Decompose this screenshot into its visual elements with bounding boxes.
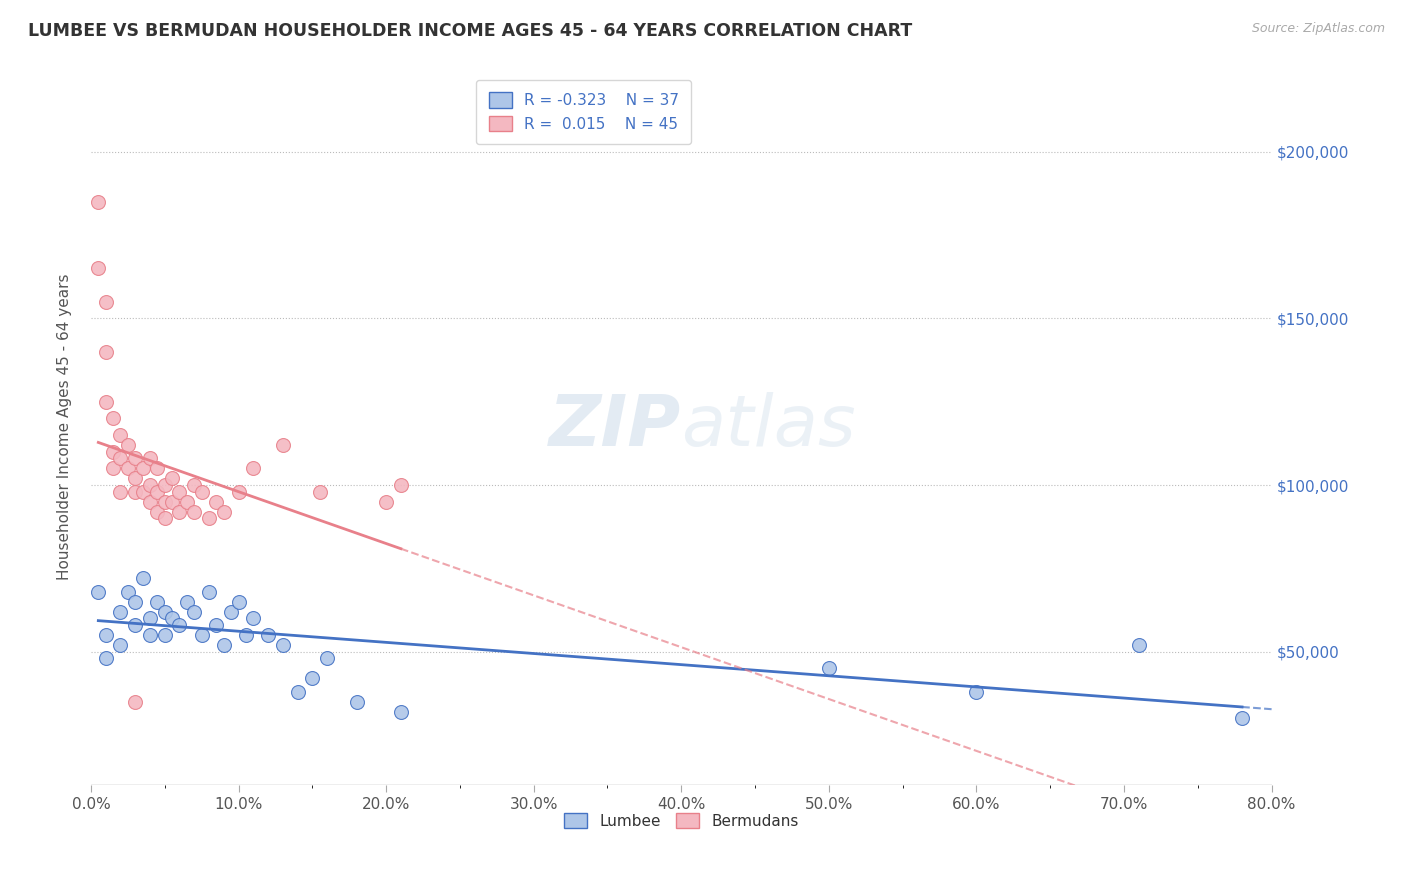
Point	[101, 461, 124, 475]
Point	[308, 484, 330, 499]
Point	[117, 438, 139, 452]
Point	[153, 605, 176, 619]
Point	[87, 194, 110, 209]
Point	[94, 651, 117, 665]
Point	[94, 294, 117, 309]
Point	[190, 628, 212, 642]
Point	[389, 478, 412, 492]
Point	[183, 605, 205, 619]
Point	[183, 478, 205, 492]
Point	[212, 638, 235, 652]
Text: Source: ZipAtlas.com: Source: ZipAtlas.com	[1251, 22, 1385, 36]
Point	[87, 261, 110, 276]
Point	[124, 595, 146, 609]
Point	[205, 618, 228, 632]
Point	[153, 511, 176, 525]
Point	[183, 505, 205, 519]
Point	[139, 451, 162, 466]
Point	[176, 595, 198, 609]
Point	[235, 628, 257, 642]
Point	[169, 505, 191, 519]
Point	[94, 344, 117, 359]
Point	[153, 478, 176, 492]
Point	[228, 595, 250, 609]
Point	[146, 505, 169, 519]
Point	[316, 651, 339, 665]
Point	[242, 461, 264, 475]
Point	[124, 484, 146, 499]
Point	[94, 628, 117, 642]
Point	[110, 428, 132, 442]
Point	[160, 611, 183, 625]
Point	[160, 495, 183, 509]
Point	[212, 505, 235, 519]
Point	[190, 484, 212, 499]
Point	[139, 611, 162, 625]
Point	[110, 638, 132, 652]
Point	[160, 471, 183, 485]
Point	[139, 495, 162, 509]
Point	[139, 478, 162, 492]
Point	[301, 672, 323, 686]
Point	[205, 495, 228, 509]
Text: atlas: atlas	[682, 392, 856, 461]
Point	[271, 638, 294, 652]
Point	[124, 471, 146, 485]
Point	[169, 484, 191, 499]
Point	[965, 685, 987, 699]
Point	[110, 484, 132, 499]
Point	[87, 584, 110, 599]
Point	[124, 451, 146, 466]
Point	[146, 595, 169, 609]
Point	[117, 461, 139, 475]
Point	[257, 628, 280, 642]
Point	[346, 695, 368, 709]
Point	[146, 484, 169, 499]
Point	[242, 611, 264, 625]
Point	[375, 495, 398, 509]
Point	[131, 461, 153, 475]
Point	[139, 628, 162, 642]
Point	[153, 628, 176, 642]
Point	[110, 451, 132, 466]
Y-axis label: Householder Income Ages 45 - 64 years: Householder Income Ages 45 - 64 years	[58, 274, 72, 580]
Point	[101, 445, 124, 459]
Point	[228, 484, 250, 499]
Point	[287, 685, 309, 699]
Text: ZIP: ZIP	[548, 392, 682, 461]
Point	[146, 461, 169, 475]
Point	[94, 394, 117, 409]
Legend: Lumbee, Bermudans: Lumbee, Bermudans	[558, 806, 804, 835]
Point	[124, 695, 146, 709]
Point	[198, 511, 221, 525]
Point	[131, 484, 153, 499]
Point	[818, 661, 841, 675]
Point	[124, 618, 146, 632]
Point	[110, 605, 132, 619]
Point	[219, 605, 242, 619]
Point	[271, 438, 294, 452]
Point	[169, 618, 191, 632]
Point	[389, 705, 412, 719]
Point	[176, 495, 198, 509]
Point	[131, 571, 153, 585]
Point	[1128, 638, 1150, 652]
Point	[117, 584, 139, 599]
Text: LUMBEE VS BERMUDAN HOUSEHOLDER INCOME AGES 45 - 64 YEARS CORRELATION CHART: LUMBEE VS BERMUDAN HOUSEHOLDER INCOME AG…	[28, 22, 912, 40]
Point	[153, 495, 176, 509]
Point	[1230, 711, 1253, 725]
Point	[101, 411, 124, 425]
Point	[198, 584, 221, 599]
